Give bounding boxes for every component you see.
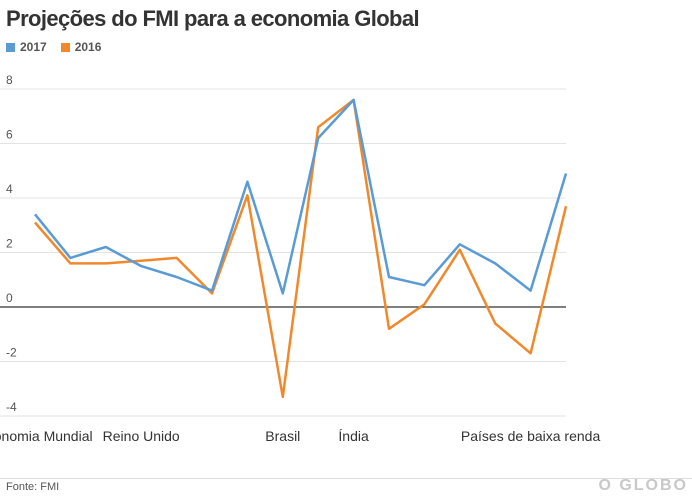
legend-swatch-2016 bbox=[60, 42, 70, 52]
legend-label-2017: 2017 bbox=[20, 40, 47, 54]
legend-item-2016[interactable]: 2016 bbox=[60, 40, 102, 54]
y-tick-label: 0 bbox=[6, 291, 13, 305]
x-tick-label: Países de baixa renda bbox=[461, 428, 601, 444]
series-lines bbox=[34, 98, 568, 399]
y-axis-ticks: -4 -2 0 2 4 6 8 bbox=[6, 73, 17, 414]
legend-swatch-2017 bbox=[6, 42, 15, 52]
brand-logo: O GLOBO bbox=[598, 477, 688, 494]
line-chart: -4 -2 0 2 4 6 8 Economia Mundial Reino Unido Bra… bbox=[0, 73, 600, 444]
legend-item-2017[interactable]: 2017 bbox=[6, 40, 47, 54]
x-tick-label: Economia Mundial bbox=[0, 428, 93, 444]
y-tick-label: -2 bbox=[6, 346, 17, 360]
legend-label-2016: 2016 bbox=[74, 40, 102, 54]
grid-lines bbox=[0, 88, 566, 417]
source-note: Fonte: FMI bbox=[6, 481, 60, 493]
y-tick-label: -4 bbox=[6, 400, 17, 414]
y-tick-label: 2 bbox=[6, 237, 13, 251]
x-axis-labels: Economia Mundial Reino Unido Brasil Índia Pa… bbox=[0, 428, 600, 444]
x-tick-label: Reino Unido bbox=[103, 428, 180, 444]
chart-legend: 2017 2016 bbox=[6, 40, 115, 54]
footer: Fonte: FMI O GLOBO bbox=[0, 477, 692, 502]
series-line-2017[interactable] bbox=[34, 98, 568, 295]
y-tick-label: 4 bbox=[6, 182, 13, 196]
y-tick-label: 6 bbox=[6, 128, 13, 142]
x-tick-label: Índia bbox=[338, 428, 369, 444]
chart-title: Projeções do FMI para a economia Global bbox=[6, 6, 420, 31]
y-tick-label: 8 bbox=[6, 73, 13, 87]
series-line-2016[interactable] bbox=[34, 98, 568, 399]
x-tick-label: Brasil bbox=[265, 428, 300, 444]
